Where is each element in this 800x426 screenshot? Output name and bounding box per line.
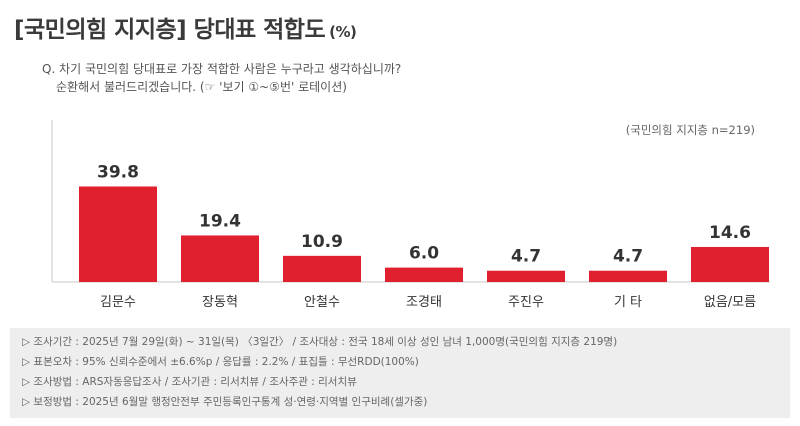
bar-2 [181, 235, 259, 282]
category-label-1: 김문수 [100, 295, 136, 310]
bar-1 [79, 186, 157, 282]
bar-7 [691, 246, 769, 282]
bar-3 [283, 255, 361, 282]
question-line-2: 순환해서 불러드리겠습니다. (☞ '보기 ①~⑤번' 로테이션) [56, 80, 347, 94]
category-label-6: 기 타 [614, 295, 642, 310]
value-label-6: 4.7 [613, 247, 643, 267]
chart-annotation: (국민의힘 지지층 n=219) [626, 123, 755, 137]
value-label-2: 19.4 [199, 211, 241, 231]
value-label-1: 39.8 [97, 162, 139, 182]
bar-chart-svg: (국민의힘 지지층 n=219) 39.8 김문수 19.4 장동혁 10.9 안철수 6.0… [51, 120, 770, 310]
survey-info-box: ▷ 조사기간 : 2025년 7월 29일(화) ~ 31일(목) 〈3일간〉 … [10, 328, 790, 418]
value-label-7: 14.6 [709, 223, 751, 243]
title-text: [국민의힘 지지층] 당대표 적합도 [14, 17, 326, 43]
bar-5 [487, 270, 565, 282]
value-label-3: 10.9 [301, 232, 343, 252]
page-title: [국민의힘 지지층] 당대표 적합도 (%) [14, 10, 357, 44]
bar-6 [589, 270, 667, 282]
survey-info-period: ▷ 조사기간 : 2025년 7월 29일(화) ~ 31일(목) 〈3일간〉 … [22, 336, 618, 348]
bar-chart: (국민의힘 지지층 n=219) 39.8 김문수 19.4 장동혁 10.9 안철수 6.0… [0, 110, 800, 325]
category-label-3: 안철수 [304, 295, 340, 310]
title-unit: (%) [329, 23, 357, 41]
value-label-4: 6.0 [409, 244, 439, 264]
survey-info-weighting: ▷ 보정방법 : 2025년 6월말 행정안전부 주민등록인구통계 성·연령·지… [22, 396, 428, 408]
bar-4 [385, 267, 463, 282]
category-label-4: 조경태 [406, 295, 442, 310]
category-label-2: 장동혁 [202, 295, 238, 310]
question-line-1: Q. 차기 국민의힘 당대표로 가장 적합한 사람은 누구라고 생각하십니까? [42, 62, 402, 76]
survey-question: Q. 차기 국민의힘 당대표로 가장 적합한 사람은 누구라고 생각하십니까? … [42, 60, 401, 96]
category-label-5: 주진우 [508, 295, 544, 310]
category-label-7: 없음/모름 [704, 295, 756, 310]
value-label-5: 4.7 [511, 247, 541, 267]
survey-info-method: ▷ 조사방법 : ARS자동응답조사 / 조사기관 : 리서치뷰 / 조사주관 … [22, 376, 357, 388]
survey-info-error: ▷ 표본오차 : 95% 신뢰수준에서 ±6.6%p / 응답률 : 2.2% … [22, 356, 419, 368]
